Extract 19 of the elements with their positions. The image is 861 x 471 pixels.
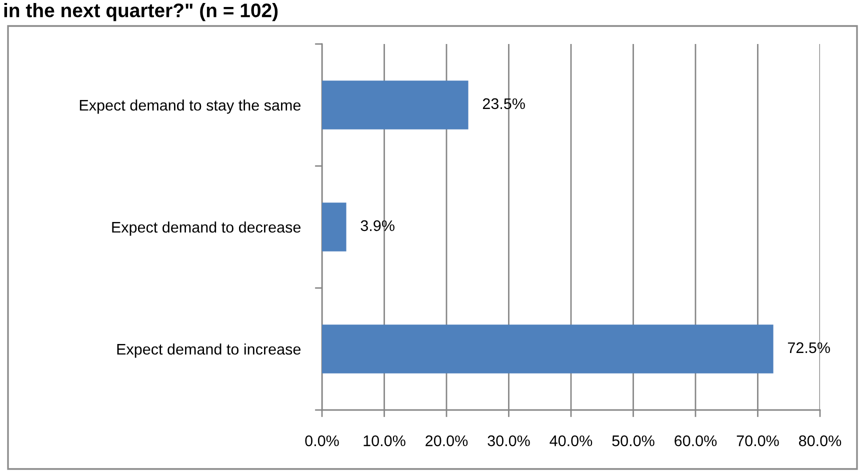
bar — [322, 80, 468, 130]
y-tick-label: Expect demand to decrease — [112, 221, 300, 236]
text: in the next quarter?" (n = 102) — [4, 3, 278, 22]
x-tick-label: 50.0% — [612, 435, 654, 446]
x-tick-label: 0.0% — [305, 435, 339, 446]
bar — [322, 202, 346, 252]
y-tick-label: Expect demand to increase — [117, 343, 300, 358]
data-label: 23.5% — [482, 98, 525, 110]
x-tick-label: 80.0% — [799, 435, 842, 446]
x-tick-label: 20.0% — [426, 435, 468, 446]
data-label: 3.9% — [360, 220, 394, 232]
x-tick-label: 30.0% — [488, 435, 530, 446]
x-tick-label: 10.0% — [364, 435, 406, 446]
x-tick-label: 70.0% — [736, 435, 779, 446]
data-label: 72.5% — [788, 342, 830, 354]
x-tick-label: 60.0% — [674, 435, 717, 446]
bar — [322, 324, 774, 374]
y-tick-label: Expect demand to stay the same — [80, 99, 301, 114]
x-tick-label: 40.0% — [550, 435, 592, 446]
